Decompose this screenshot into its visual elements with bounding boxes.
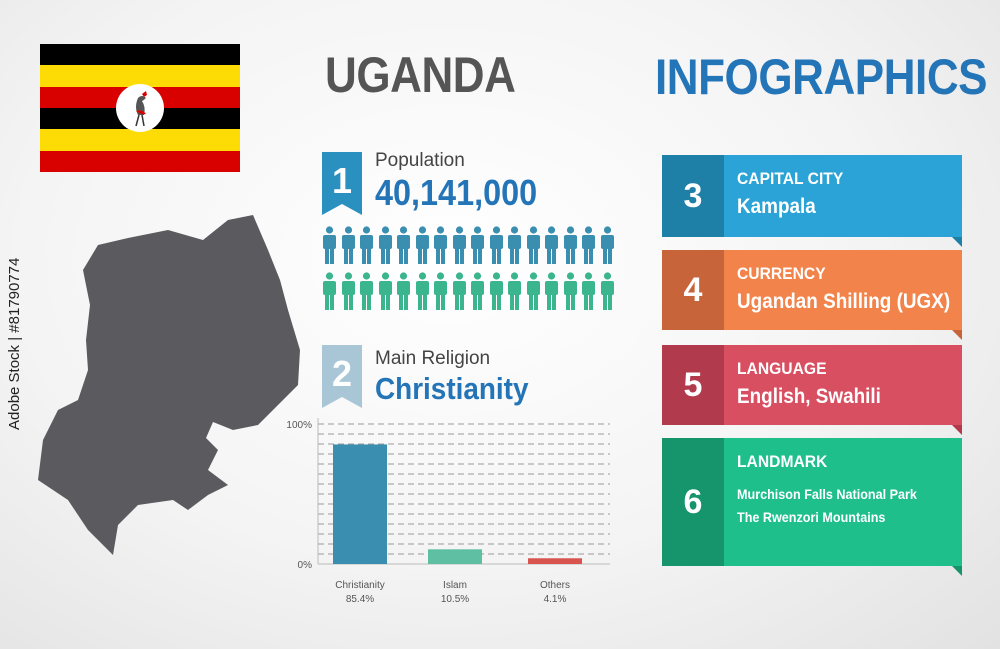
person-icon (544, 272, 559, 315)
card-heading: LANGUAGE (737, 359, 827, 378)
religion-chart: 100% 0% Christianity 85.4% Islam 10.5% Others 4… (286, 418, 610, 605)
category-label: Others (540, 580, 570, 591)
card-number: 4 (662, 250, 724, 330)
person-icon (433, 226, 448, 269)
person-icon (341, 272, 356, 315)
bar-others (528, 558, 582, 564)
person-icon (359, 226, 374, 269)
religion-number: 2 (331, 353, 353, 394)
person-icon (396, 226, 411, 269)
card-number: 5 (662, 345, 724, 425)
person-icon (544, 226, 559, 269)
population-people-row-bottom (322, 272, 615, 315)
card-value: Kampala (737, 195, 816, 218)
info-card-capital-city: 3 CAPITAL CITY Kampala (662, 155, 962, 247)
person-icon (452, 226, 467, 269)
religion-label: Main Religion (375, 348, 491, 369)
value-label: 85.4% (346, 594, 374, 605)
bar-islam (428, 549, 482, 564)
category-label: Christianity (335, 580, 384, 591)
person-icon (378, 272, 393, 315)
population-value: 40,141,000 (375, 172, 538, 213)
info-card-language: 5 LANGUAGE English, Swahili (662, 345, 962, 435)
card-value: The Rwenzori Mountains (737, 509, 886, 525)
card-value: Murchison Falls National Park (737, 486, 917, 502)
info-card-currency: 4 CURRENCY Ugandan Shilling (UGX) (662, 250, 962, 340)
y-tick-label: 0% (298, 560, 313, 571)
category-label: Islam (443, 580, 467, 591)
person-icon (600, 272, 615, 315)
person-icon (359, 272, 374, 315)
person-icon (526, 272, 541, 315)
card-fold (952, 566, 962, 576)
person-icon (378, 226, 393, 269)
bar-christianity (333, 444, 387, 564)
y-tick-label: 100% (286, 420, 312, 431)
ribbon-1: 1 (322, 152, 362, 215)
person-icon (563, 272, 578, 315)
uganda-flag (40, 44, 240, 172)
person-icon (563, 226, 578, 269)
person-icon (433, 272, 448, 315)
person-icon (322, 272, 337, 315)
card-fold (952, 237, 962, 247)
population-number: 1 (331, 160, 353, 201)
person-icon (470, 272, 485, 315)
person-icon (507, 226, 522, 269)
person-icon (489, 272, 504, 315)
country-title: UGANDA (325, 47, 516, 103)
card-heading: CURRENCY (737, 264, 826, 283)
person-icon (507, 272, 522, 315)
card-value: Ugandan Shilling (UGX) (737, 290, 951, 313)
value-label: 10.5% (441, 594, 469, 605)
card-fold (952, 425, 962, 435)
person-icon (322, 226, 337, 269)
population-people-row-top (322, 226, 615, 269)
religion-value: Christianity (375, 371, 529, 406)
person-icon (581, 272, 596, 315)
population-label: Population (375, 150, 465, 171)
card-value: English, Swahili (737, 385, 881, 408)
person-icon (470, 226, 485, 269)
infographics-title: INFOGRAPHICS (655, 49, 988, 105)
person-icon (526, 226, 541, 269)
card-heading: CAPITAL CITY (737, 169, 844, 188)
person-icon (415, 226, 430, 269)
card-fold (952, 330, 962, 340)
person-icon (581, 226, 596, 269)
person-icon (452, 272, 467, 315)
card-heading: LANDMARK (737, 452, 828, 471)
person-icon (341, 226, 356, 269)
person-icon (396, 272, 411, 315)
info-card-landmark: 6 LANDMARK Murchison Falls National Park Th… (662, 438, 962, 576)
uganda-map (38, 215, 300, 555)
crane-emblem-icon (116, 84, 164, 132)
value-label: 4.1% (544, 594, 567, 605)
person-icon (489, 226, 504, 269)
person-icon (600, 226, 615, 269)
ribbon-2: 2 (322, 345, 362, 408)
card-number: 6 (662, 438, 724, 566)
card-number: 3 (662, 155, 724, 237)
person-icon (415, 272, 430, 315)
